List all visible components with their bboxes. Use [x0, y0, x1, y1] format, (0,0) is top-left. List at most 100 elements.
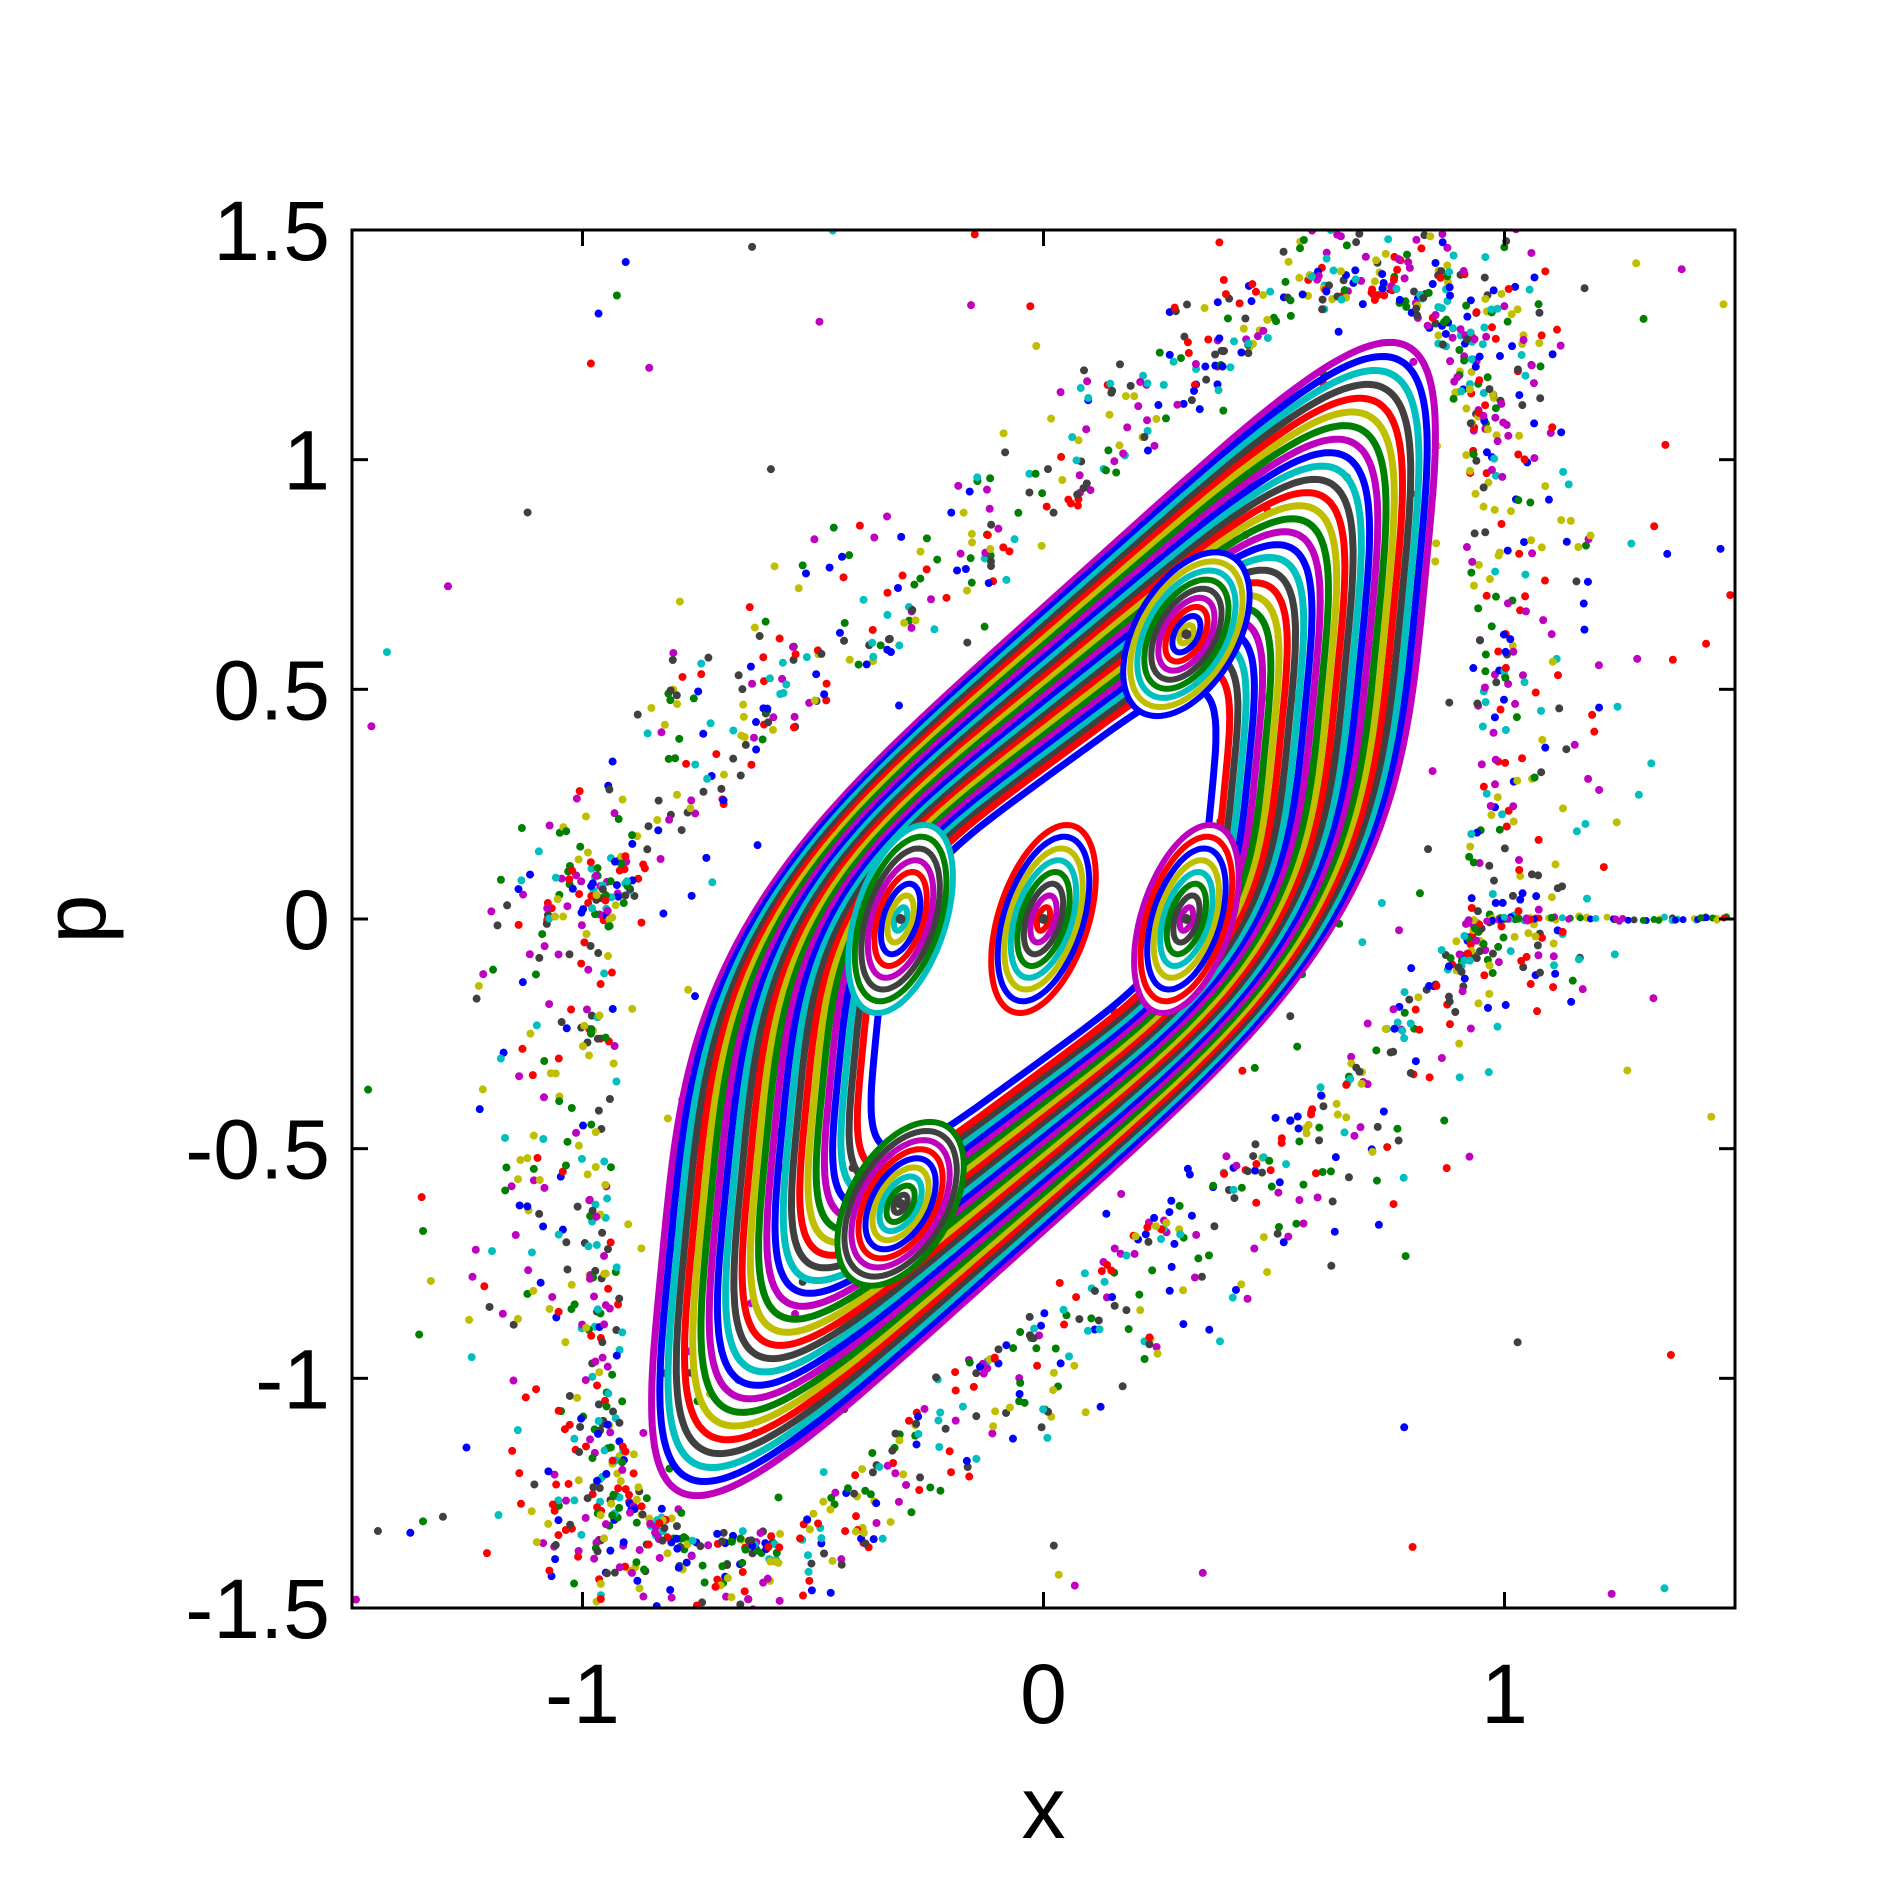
scatter-point	[1337, 295, 1346, 304]
plot-area	[352, 230, 1735, 1608]
scatter-point	[1381, 249, 1390, 258]
scatter-point	[912, 1440, 921, 1449]
scatter-point	[868, 625, 877, 634]
scatter-point	[553, 895, 562, 904]
scatter-point	[583, 848, 592, 857]
scatter-point	[739, 700, 748, 709]
scatter-point	[1284, 257, 1293, 266]
scatter-point	[1145, 1340, 1154, 1349]
scatter-point	[861, 1539, 870, 1548]
scatter-point	[1076, 384, 1085, 393]
scatter-point	[517, 824, 526, 833]
scatter-point	[609, 1059, 618, 1068]
y-tick-label: -1.5	[185, 1562, 330, 1656]
scatter-point	[644, 1540, 653, 1549]
scatter-point	[515, 1469, 524, 1478]
scatter-point	[638, 1510, 647, 1519]
scatter-point	[1483, 373, 1492, 382]
scatter-point	[713, 1575, 722, 1584]
scatter-point	[603, 1569, 612, 1578]
scatter-point	[494, 1511, 503, 1520]
scatter-point	[1480, 683, 1489, 692]
scatter-point	[691, 992, 700, 1001]
island-curve	[869, 1164, 932, 1244]
x-tick-label: 0	[1020, 1647, 1067, 1741]
scatter-point	[1574, 955, 1583, 964]
scatter-point	[1515, 549, 1524, 558]
scatter-point	[637, 1502, 646, 1511]
scatter-point	[883, 512, 892, 521]
scatter-point	[1250, 1063, 1259, 1072]
scatter-point	[1630, 916, 1638, 924]
scatter-point	[580, 938, 589, 947]
scatter-point	[689, 694, 698, 703]
scatter-point	[1355, 230, 1364, 238]
scatter-point	[1534, 951, 1543, 960]
scatter-point	[373, 1527, 382, 1536]
scatter-point	[509, 1320, 518, 1329]
scatter-point	[1462, 451, 1471, 460]
scatter-point	[1484, 478, 1493, 487]
scatter-point	[1530, 454, 1539, 463]
scatter-point	[1336, 232, 1345, 241]
scatter-point	[562, 1024, 571, 1033]
scatter-point	[1465, 956, 1474, 965]
scatter-point	[1558, 914, 1566, 922]
scatter-point	[577, 1530, 586, 1539]
scatter-point	[1548, 657, 1557, 666]
scatter-point	[618, 1397, 627, 1406]
scatter-point	[688, 1536, 697, 1545]
scatter-point	[979, 1369, 988, 1378]
scatter-point	[930, 625, 939, 634]
scatter-point	[1428, 767, 1437, 776]
scatter-point	[1515, 431, 1524, 440]
scatter-point	[750, 623, 759, 632]
scatter-point	[729, 1531, 738, 1540]
scatter-point	[1446, 357, 1455, 366]
scatter-point	[612, 881, 621, 890]
scatter-point	[1490, 713, 1499, 722]
scatter-point	[516, 1156, 525, 1165]
scatter-point	[606, 1546, 615, 1555]
scatter-point	[584, 965, 593, 974]
scatter-point	[592, 871, 601, 880]
scatter-point	[1488, 968, 1497, 977]
island-curve	[1034, 904, 1053, 934]
scatter-point	[1148, 1266, 1157, 1275]
scatter-point	[1340, 1128, 1349, 1137]
scatter-point	[672, 691, 681, 700]
scatter-point	[1467, 903, 1476, 912]
scatter-point	[736, 1534, 745, 1543]
scatter-point	[1527, 870, 1536, 879]
scatter-point	[1411, 1057, 1420, 1066]
scatter-point	[1357, 1079, 1366, 1088]
island-curve	[851, 833, 950, 1005]
scatter-point	[600, 1534, 609, 1543]
scatter-point	[1015, 1389, 1024, 1398]
scatter-point	[364, 1085, 373, 1094]
scatter-point	[1161, 414, 1170, 423]
scatter-point	[583, 1170, 592, 1179]
scatter-point	[565, 1391, 574, 1400]
scatter-point	[608, 1004, 617, 1013]
scatter-point	[1521, 570, 1530, 579]
scatter-point	[582, 929, 591, 938]
scatter-point	[942, 593, 951, 602]
scatter-point	[1517, 351, 1526, 360]
scatter-point	[535, 953, 544, 962]
scatter-point	[1441, 329, 1450, 338]
scatter-point	[487, 907, 496, 916]
scatter-point	[1265, 1156, 1274, 1165]
scatter-point	[1124, 1325, 1133, 1334]
scatter-point	[538, 930, 547, 939]
scatter-point	[1293, 1042, 1302, 1051]
scatter-point	[1110, 1244, 1119, 1253]
scatter-point	[1467, 829, 1476, 838]
scatter-point	[633, 1576, 642, 1585]
scatter-point	[1466, 296, 1475, 305]
scatter-point	[738, 1527, 747, 1536]
island-curve	[1127, 558, 1246, 711]
scatter-point	[1520, 538, 1529, 547]
scatter-point	[1068, 433, 1077, 442]
scatter-point	[1524, 929, 1533, 938]
